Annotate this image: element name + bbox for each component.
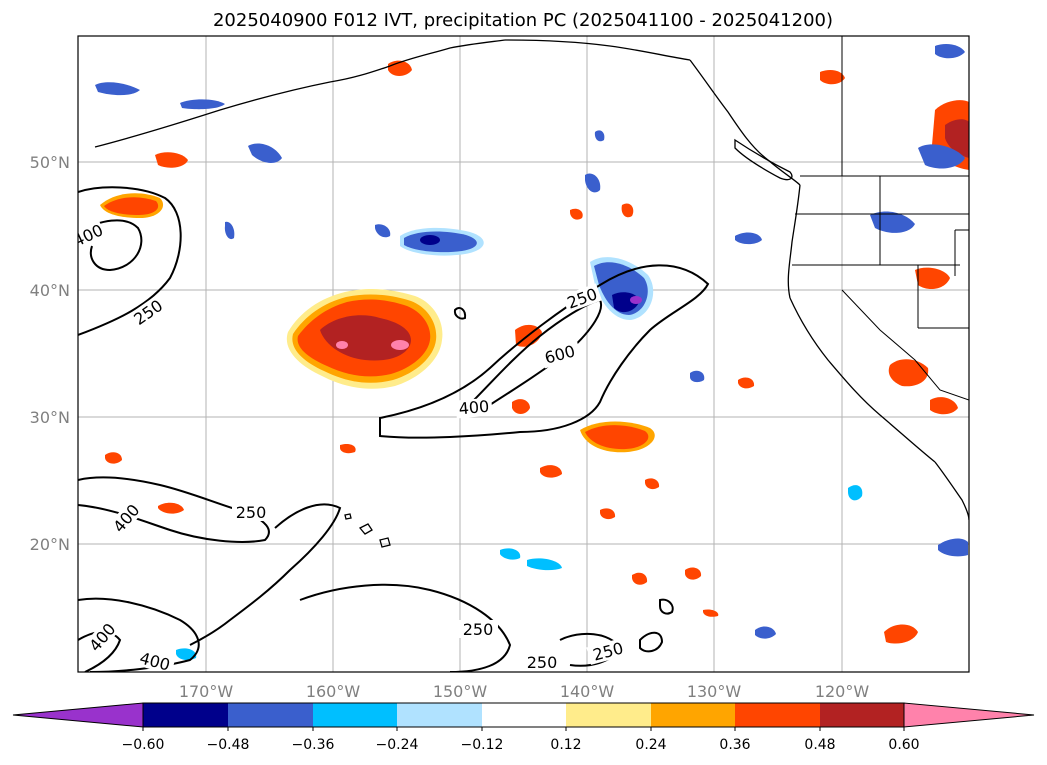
ivt-contour-250-west xyxy=(78,186,182,336)
colorbar-tick-label: −0.60 xyxy=(122,737,165,753)
colorbar-tick-label: 0.24 xyxy=(635,737,666,753)
lat-tick-label: 30°N xyxy=(30,408,70,427)
lon-tick-label: 130°W xyxy=(687,682,742,701)
chart-title: 2025040900 F012 IVT, precipitation PC (2… xyxy=(213,10,833,31)
lat-tick-label: 20°N xyxy=(30,535,70,554)
colorbar-bin xyxy=(566,703,651,727)
map-frame xyxy=(77,35,970,673)
ivt-contour-400-south xyxy=(78,630,122,672)
map-background xyxy=(78,36,969,672)
colorbar-bin xyxy=(143,703,228,727)
precipitation-pc-fill xyxy=(95,44,969,661)
ivt-contour-250-south-f xyxy=(639,631,664,653)
colorbar-tick-label: −0.12 xyxy=(461,737,504,753)
ivt-contour-250-ar xyxy=(379,264,710,439)
colorbar-tick-label: 0.36 xyxy=(719,737,750,753)
lon-tick-label: 140°W xyxy=(560,682,615,701)
colorbar-tick-label: 0.60 xyxy=(888,737,919,753)
lat-axis: 50°N 40°N 30°N 20°N xyxy=(30,153,70,554)
contour-label: 400 xyxy=(138,648,172,674)
colorbar-tick-label: −0.24 xyxy=(376,737,419,753)
ivt-contours xyxy=(78,186,710,672)
contour-label: 250 xyxy=(236,503,267,522)
lon-axis: 170°W 160°W 150°W 140°W 130°W 120°W xyxy=(179,682,870,701)
colorbar-extend-low xyxy=(12,702,144,728)
colorbar-tick-label: 0.12 xyxy=(550,737,581,753)
lat-tick-label: 40°N xyxy=(30,281,70,300)
ivt-contour-250-south-d xyxy=(299,583,512,672)
colorbar-bin xyxy=(228,703,313,727)
political-borders xyxy=(792,36,969,401)
lon-tick-label: 170°W xyxy=(179,682,234,701)
colorbar-tick-label: −0.48 xyxy=(207,737,250,753)
contour-label: 250 xyxy=(463,620,494,639)
lon-tick-label: 120°W xyxy=(815,682,870,701)
colorbar-bin xyxy=(313,703,397,727)
colorbar-tick-label: −0.36 xyxy=(292,737,335,753)
colorbar-bin xyxy=(651,703,735,727)
contour-label: 400 xyxy=(458,397,490,419)
lon-tick-label: 160°W xyxy=(306,682,361,701)
ivt-contour-400-west xyxy=(78,219,143,272)
ivt-contour-250-south-a xyxy=(78,476,270,543)
colorbar-bin xyxy=(397,703,482,727)
ivt-contour-250-south-b xyxy=(189,503,342,646)
colorbar-bin xyxy=(820,703,904,727)
colorbar: −0.60 −0.48 −0.36 −0.24 −0.12 0.12 0.24 … xyxy=(12,702,1035,753)
colorbar-tick-label: 0.48 xyxy=(804,737,835,753)
coastlines xyxy=(94,39,969,548)
ivt-contour-250-south-c xyxy=(78,597,200,672)
map-panel: 400 250 250 600 400 400 250 250 250 250 xyxy=(77,35,970,674)
colorbar-bin xyxy=(482,703,566,727)
contour-label: 250 xyxy=(527,653,558,672)
lon-tick-label: 150°W xyxy=(433,682,488,701)
colorbar-bin xyxy=(735,703,820,727)
lat-tick-label: 50°N xyxy=(30,153,70,172)
colorbar-extend-high xyxy=(903,702,1035,728)
